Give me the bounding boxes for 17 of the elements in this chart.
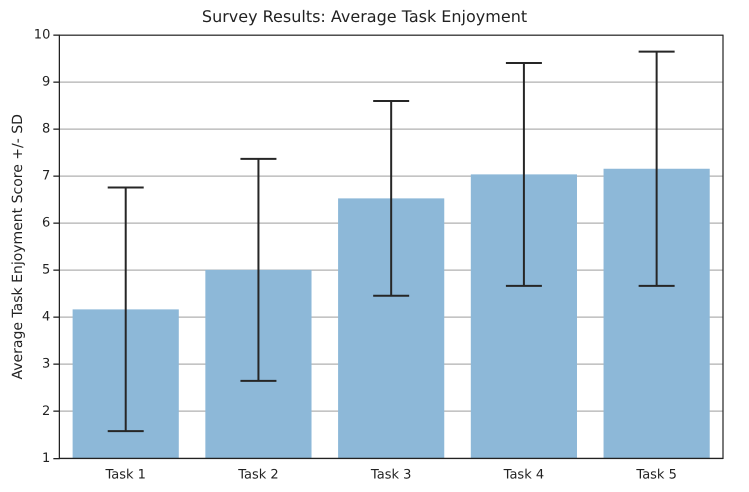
y-tick-label: 4 [42, 310, 50, 325]
y-tick-label: 8 [42, 122, 50, 137]
y-axis-title: Average Task Enjoyment Score +/- SD [10, 114, 26, 380]
y-tick-label: 6 [42, 216, 50, 231]
y-tick-label: 2 [42, 404, 50, 419]
x-tick-label: Task 4 [502, 468, 544, 483]
x-tick-label: Task 1 [104, 468, 146, 483]
x-tick-label: Task 5 [635, 468, 677, 483]
y-tick-label: 10 [34, 28, 50, 43]
y-tick-label: 5 [42, 262, 50, 278]
y-tick-label: 9 [42, 74, 50, 90]
chart-title: Survey Results: Average Task Enjoyment [202, 6, 528, 26]
y-tick-label: 7 [42, 168, 50, 184]
y-tick-label: 1 [42, 450, 50, 466]
x-tick-label: Task 3 [370, 468, 412, 483]
x-tick-label: Task 2 [237, 468, 279, 483]
y-tick-label: 3 [42, 356, 50, 372]
